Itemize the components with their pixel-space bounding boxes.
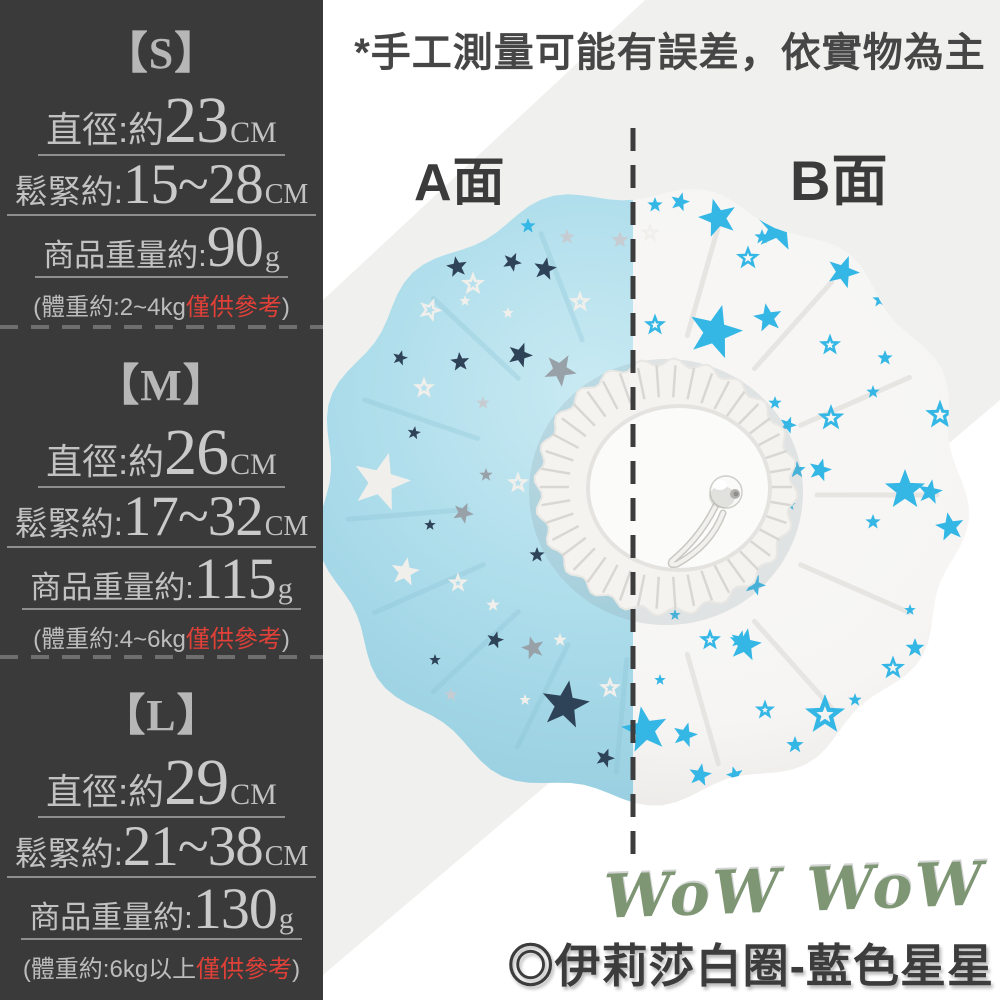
section-divider	[0, 325, 323, 329]
spec-row-stretch: 鬆緊約: 21~38 CM	[6, 815, 317, 878]
spec-value: 26	[164, 416, 229, 489]
spec-value: 90	[206, 214, 264, 279]
spec-value: 130	[192, 876, 278, 941]
product-name: ◎伊莉莎白圈-藍色星星	[507, 940, 994, 992]
spec-label: 商品重量約:	[30, 570, 194, 605]
spec-label: 直徑:約	[46, 771, 165, 812]
note-text: )	[281, 294, 290, 321]
note-highlight: 僅供參考	[185, 626, 282, 653]
spec-value: 23	[164, 84, 229, 157]
spec-label: 鬆緊約:	[14, 835, 123, 872]
spec-unit: g	[277, 572, 293, 605]
spec-label: 直徑:約	[46, 109, 165, 150]
note-text: (體重約:6kg以上	[22, 956, 197, 983]
spec-unit: CM	[230, 448, 277, 481]
note-highlight: 僅供參考	[196, 956, 293, 983]
spec-value: 15~28	[122, 153, 264, 216]
side-a-label: A面	[414, 154, 506, 212]
note-text: )	[281, 626, 290, 653]
note-text: )	[292, 956, 301, 983]
size-section-s: 【S】 直徑:約 23 CM 鬆緊約: 15~28 CM 商品重量約: 90 g (體重約:…	[0, 0, 323, 330]
spec-row-diameter: 直徑:約 29 CM	[38, 746, 285, 819]
spec-unit: CM	[264, 511, 309, 542]
spec-label: 直徑:約	[46, 441, 165, 482]
brand-watermark: WoW WoW	[603, 849, 988, 933]
spec-value: 17~32	[122, 485, 264, 548]
note-highlight: 僅供參考	[185, 294, 282, 321]
note-text: (體重約:4~6kg	[33, 626, 186, 653]
spec-row-stretch: 鬆緊約: 15~28 CM	[6, 153, 317, 216]
spec-label: 鬆緊約:	[14, 173, 123, 210]
size-section-m: 【M】 直徑:約 26 CM 鬆緊約: 17~32 CM 商品重量約: 115 g (體重約…	[0, 332, 323, 662]
size-title-l: 【L】	[101, 691, 222, 740]
weight-note: (體重約:2~4kg僅供參考)	[0, 287, 323, 322]
spec-unit: g	[264, 240, 280, 273]
section-divider	[0, 655, 323, 659]
spec-unit: CM	[264, 179, 309, 210]
spec-value: 21~38	[122, 815, 264, 878]
spec-unit: CM	[230, 778, 277, 811]
weight-note: (體重約:6kg以上僅供參考)	[0, 949, 323, 984]
size-title-m: 【M】	[95, 361, 228, 410]
spec-row-weight: 商品重量約: 90 g	[35, 214, 288, 279]
side-b-label: B面	[790, 149, 889, 212]
size-section-l: 【L】 直徑:約 29 CM 鬆緊約: 21~38 CM 商品重量約: 130 g (體重約…	[0, 662, 323, 992]
spec-row-weight: 商品重量約: 130 g	[21, 876, 302, 941]
spec-label: 商品重量約:	[29, 900, 193, 935]
spec-label: 商品重量約:	[43, 238, 207, 273]
spec-unit: g	[278, 902, 294, 935]
spec-row-diameter: 直徑:約 26 CM	[38, 416, 285, 489]
spec-unit: CM	[264, 841, 309, 872]
spec-row-weight: 商品重量約: 115 g	[22, 546, 301, 611]
spec-row-stretch: 鬆緊約: 17~32 CM	[6, 485, 317, 548]
measurement-disclaimer: *手工測量可能有誤差，依實物為主	[354, 31, 986, 75]
weight-note: (體重約:4~6kg僅供參考)	[0, 619, 323, 654]
spec-row-diameter: 直徑:約 23 CM	[38, 84, 285, 157]
size-title-s: 【S】	[103, 29, 220, 78]
note-text: (體重約:2~4kg	[33, 294, 186, 321]
spec-unit: CM	[230, 116, 277, 149]
spec-value: 29	[164, 746, 229, 819]
spec-label: 鬆緊約:	[14, 505, 123, 542]
size-spec-panel: 【S】 直徑:約 23 CM 鬆緊約: 15~28 CM 商品重量約: 90 g (體重約:…	[0, 0, 323, 1000]
spec-value: 115	[193, 546, 277, 611]
